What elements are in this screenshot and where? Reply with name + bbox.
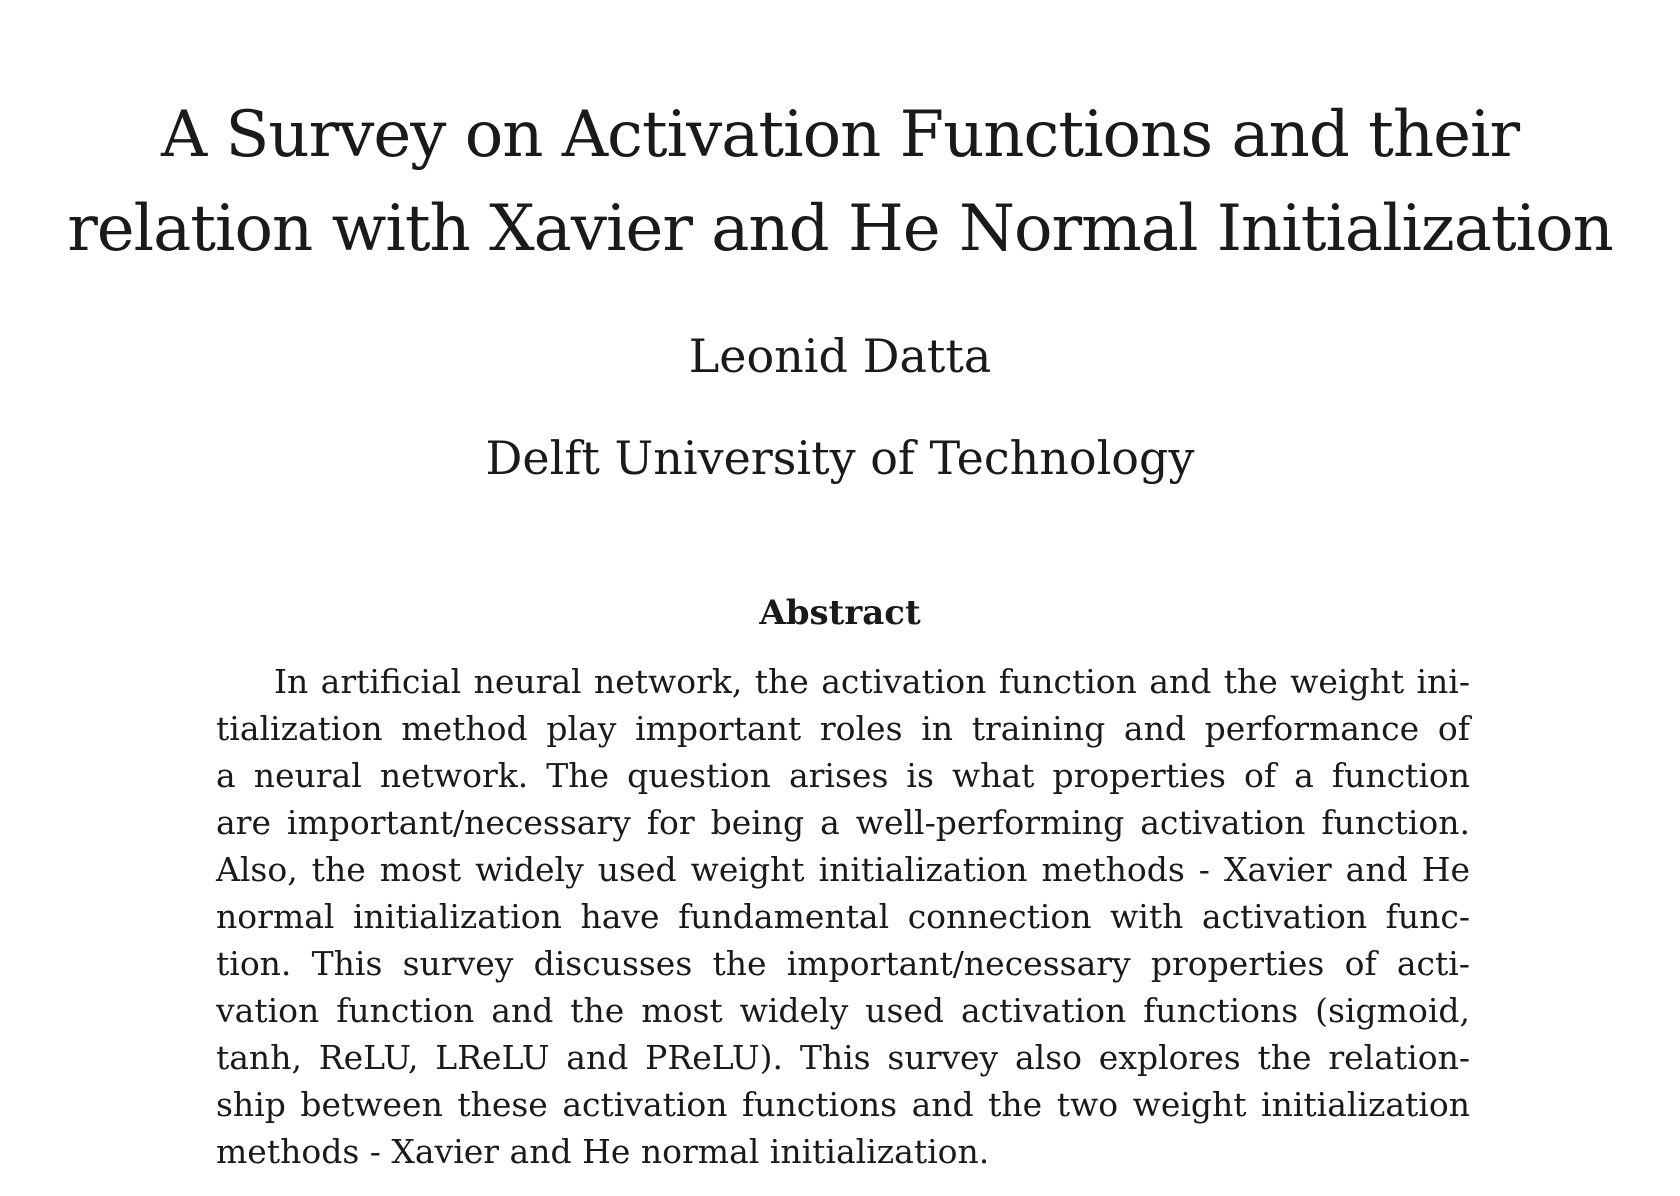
- paper-title-line-2: relation with Xavier and He Normal Initi…: [67, 192, 1614, 266]
- abstract-line: In artificial neural network, the activa…: [274, 662, 1470, 701]
- abstract-line: vation function and the most widely used…: [216, 991, 1470, 1030]
- abstract-line: a neural network. The question arises is…: [216, 756, 1470, 795]
- author-affiliation: Delft University of Technology: [485, 431, 1195, 485]
- abstract-line: normal initialization have fundamental c…: [216, 897, 1470, 936]
- abstract-line: tion. This survey discusses the importan…: [216, 944, 1470, 983]
- abstract-line: are important/necessary for being a well…: [216, 803, 1470, 842]
- author-name: Leonid Datta: [688, 329, 992, 383]
- abstract-line: methods - Xavier and He normal initializ…: [216, 1132, 990, 1171]
- abstract-line: tialization method play important roles …: [216, 709, 1470, 748]
- abstract-body: In artificial neural network, the activa…: [216, 658, 1470, 1175]
- abstract-line: tanh, ReLU, LReLU and PReLU). This surve…: [216, 1038, 1470, 1077]
- abstract-heading: Abstract: [759, 593, 921, 633]
- paper-title-line-1: A Survey on Activation Functions and the…: [160, 98, 1520, 172]
- abstract-line: ship between these activation functions …: [216, 1085, 1470, 1124]
- abstract-line: Also, the most widely used weight initia…: [216, 850, 1470, 889]
